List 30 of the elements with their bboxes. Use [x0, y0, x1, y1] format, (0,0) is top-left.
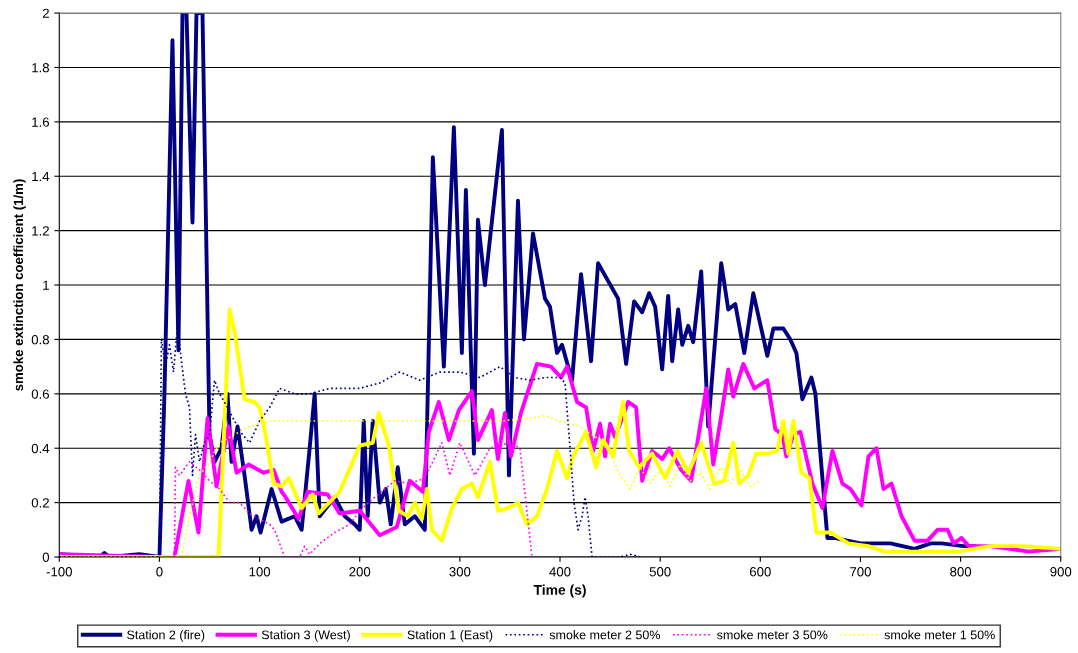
legend-label: Station 3 (West) — [261, 630, 350, 642]
x-tick-label: 0 — [156, 567, 163, 577]
legend-label: smoke meter 1 50% — [884, 630, 995, 640]
x-tick-label: 900 — [1050, 567, 1072, 577]
legend-label: smoke meter 3 50% — [717, 630, 828, 640]
y-tick-label: 0.4 — [31, 443, 50, 454]
x-tick-label: 100 — [249, 567, 271, 577]
x-tick-label: 800 — [950, 567, 972, 577]
y-tick-label: 0 — [42, 552, 50, 562]
x-axis-title: Time (s) — [533, 584, 586, 598]
x-tick-label: 300 — [449, 567, 471, 577]
y-tick-label: 2 — [42, 8, 49, 18]
y-tick-label: 1.6 — [32, 117, 49, 127]
x-tick-label: 600 — [749, 567, 771, 577]
x-tick-label: 700 — [850, 567, 871, 577]
y-tick-label: 1.4 — [32, 171, 50, 182]
y-tick-label: 0.8 — [31, 335, 49, 345]
legend-label: Station 2 (fire) — [127, 630, 205, 642]
legend-label: Station 1 (East) — [407, 630, 493, 642]
y-tick-label: 1 — [43, 280, 49, 290]
y-tick-label: 1.8 — [32, 63, 49, 73]
y-tick-label: 1.2 — [32, 226, 49, 236]
y-axis-title: smoke extinction coefficient (1/m) — [13, 179, 26, 391]
x-tick-label: -100 — [46, 567, 72, 577]
x-tick-label: 400 — [549, 567, 571, 577]
x-tick-label: 500 — [649, 567, 671, 577]
y-tick-label: 0.2 — [31, 498, 49, 508]
x-tick-label: 200 — [349, 567, 371, 577]
y-tick-label: 0.6 — [31, 389, 49, 399]
legend-label: smoke meter 2 50% — [549, 630, 660, 640]
